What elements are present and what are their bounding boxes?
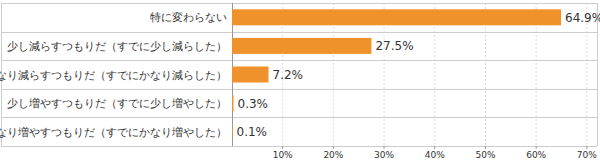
bar (232, 38, 371, 54)
tick-mark (282, 146, 283, 149)
data-label: 0.3% (238, 97, 268, 111)
tick-mark (586, 146, 587, 149)
chart-svg: 64.9% 特に変わらない 27.5% 少し減らすつもりだ（すでに少し減らした） 7.2… (0, 0, 600, 163)
category-label: かなり増やすつもりだ（すでにかなり増やした） (0, 126, 227, 139)
bar (232, 124, 233, 140)
row-separator (1, 117, 597, 118)
category-label: 特に変わらない (150, 11, 227, 23)
row-separator (1, 60, 597, 61)
tick-label: 50% (475, 150, 495, 160)
tick-label: 10% (273, 150, 293, 160)
category-label: かなり減らすつもりだ（すでにかなり減らした） (0, 69, 227, 82)
tick-mark (485, 146, 486, 149)
bars (232, 9, 561, 139)
tick-mark (384, 146, 385, 149)
category-label: 少し減らすつもりだ（すでに少し減らした） (7, 40, 227, 53)
tick-label: 60% (526, 150, 546, 160)
tick-label: 70% (577, 150, 597, 160)
tick-mark (536, 146, 537, 149)
bar (232, 9, 561, 25)
data-label: 0.1% (237, 125, 268, 139)
tick-mark (434, 146, 435, 149)
bar (232, 67, 269, 83)
row-separator (1, 146, 597, 147)
row-separator (1, 32, 597, 33)
tick-mark (333, 146, 334, 149)
tick-label: 40% (425, 150, 445, 160)
chart-container: 64.9% 特に変わらない 27.5% 少し減らすつもりだ（すでに少し減らした） 7.2… (0, 0, 600, 163)
data-label: 7.2% (273, 68, 304, 82)
tick-label: 30% (374, 150, 394, 160)
data-label: 27.5% (375, 39, 413, 53)
category-label: 少し増やすつもりだ（すでに少し増やした） (7, 97, 227, 110)
row-separator (1, 89, 597, 90)
row-separator (1, 3, 597, 4)
bar (232, 95, 234, 111)
data-label: 64.9% (565, 11, 600, 25)
tick-label: 20% (323, 150, 343, 160)
